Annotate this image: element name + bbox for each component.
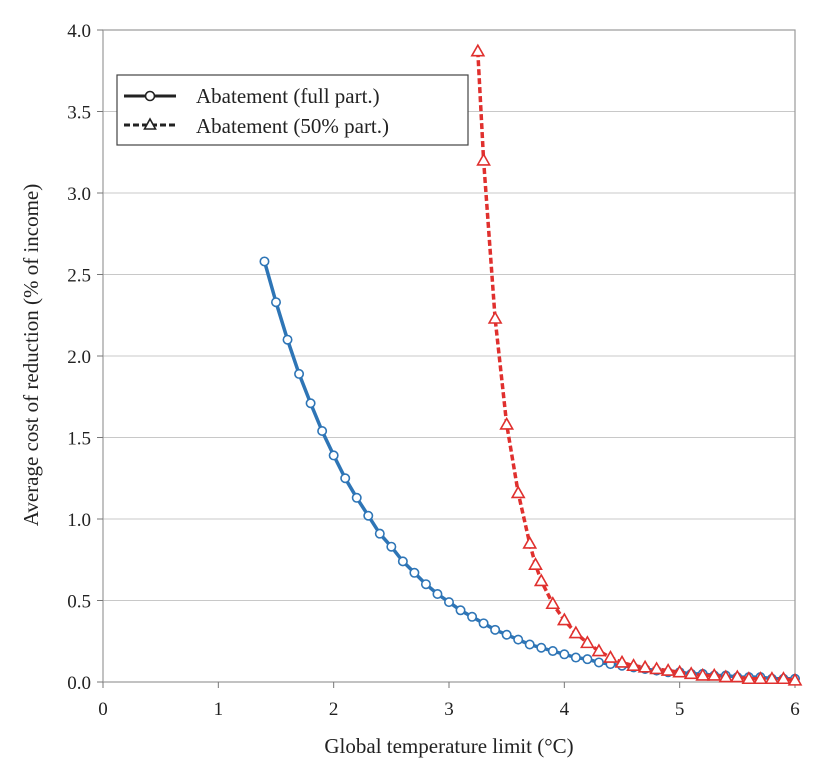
data-point-triangle	[499, 416, 515, 430]
data-point-circle	[340, 473, 351, 484]
data-point-circle	[443, 597, 454, 608]
x-tick-label: 0	[98, 699, 108, 720]
data-point-triangle	[626, 658, 641, 672]
data-point-triangle	[787, 672, 803, 686]
data-point-circle	[570, 652, 581, 663]
x-tick-label: 2	[329, 699, 339, 720]
data-point-circle	[420, 579, 431, 590]
y-axis-title: Average cost of reduction (% of income)	[19, 184, 43, 526]
legend-label-half-part: Abatement (50% part.)	[196, 114, 389, 138]
y-tick-label: 2.5	[67, 266, 91, 287]
data-point-triangle	[706, 667, 722, 681]
data-point-triangle	[510, 485, 526, 499]
y-tick-label: 0.0	[67, 673, 91, 694]
data-point-triangle	[776, 671, 791, 685]
data-point-triangle	[729, 669, 745, 683]
x-tick-label: 5	[675, 699, 685, 720]
data-point-circle	[328, 450, 339, 461]
data-point-triangle	[556, 612, 572, 626]
data-point-triangle	[764, 671, 780, 685]
data-point-circle	[432, 588, 443, 599]
data-point-circle	[305, 398, 316, 409]
y-tick-label: 2.0	[67, 347, 91, 368]
data-point-circle	[524, 639, 535, 650]
y-tick-label: 3.0	[67, 184, 91, 205]
data-point-triangle	[683, 666, 699, 680]
data-point-circle	[270, 297, 281, 308]
y-tick-label: 1.0	[67, 510, 91, 531]
data-point-circle	[409, 567, 420, 578]
data-point-triangle	[660, 662, 676, 676]
data-point-circle	[397, 556, 408, 567]
data-point-triangle	[614, 654, 630, 668]
data-point-triangle	[741, 671, 757, 685]
data-point-circle	[374, 528, 385, 539]
data-point-triangle	[695, 667, 711, 681]
data-point-circle	[259, 256, 270, 267]
legend: Abatement (full part.) Abatement (50% pa…	[116, 74, 469, 146]
data-point-triangle	[522, 535, 538, 549]
y-tick-label: 3.5	[67, 103, 91, 124]
data-point-triangle	[718, 669, 734, 683]
data-point-triangle	[476, 152, 491, 166]
data-point-circle	[455, 605, 466, 616]
legend-label-full-part: Abatement (full part.)	[196, 84, 380, 108]
data-point-circle	[478, 618, 489, 629]
data-point-triangle	[603, 649, 618, 663]
series-2	[470, 43, 803, 686]
x-tick-label: 6	[790, 699, 800, 720]
data-point-triangle	[649, 661, 664, 675]
data-point-circle	[282, 334, 293, 345]
data-point-circle	[559, 649, 570, 660]
legend-box	[116, 74, 469, 146]
data-point-circle	[351, 492, 362, 503]
data-point-circle	[593, 657, 604, 668]
data-point-circle	[467, 611, 478, 622]
data-point-triangle	[545, 596, 561, 610]
x-tick-label: 3	[444, 699, 454, 720]
data-point-circle	[501, 629, 512, 640]
data-point-triangle	[753, 671, 768, 685]
legend-item-half-part: Abatement (50% part.)	[124, 114, 389, 138]
legend-triangle-marker	[143, 117, 157, 130]
data-point-triangle	[591, 643, 607, 657]
data-point-triangle	[487, 310, 503, 324]
y-tick-label: 4.0	[67, 21, 91, 42]
data-point-circle	[386, 541, 397, 552]
y-axis: 0.0 0.5 1.0 1.5 2.0 2.5 3.0 3.5 4.0	[67, 21, 103, 694]
data-point-circle	[294, 368, 305, 379]
data-point-triangle	[533, 573, 549, 587]
data-point-circle	[547, 646, 558, 657]
y-tick-label: 1.5	[67, 429, 91, 450]
data-point-circle	[363, 510, 374, 521]
legend-item-full-part: Abatement (full part.)	[124, 84, 380, 108]
y-tick-label: 0.5	[67, 592, 91, 613]
x-tick-label: 4	[560, 699, 570, 720]
data-point-triangle	[637, 659, 653, 673]
data-point-triangle	[528, 557, 543, 570]
series-layer	[259, 43, 803, 686]
data-point-circle	[536, 642, 547, 653]
series-line	[476, 51, 796, 683]
x-tick-label: 1	[214, 699, 224, 720]
data-point-triangle	[568, 625, 584, 639]
data-point-circle	[490, 624, 501, 635]
data-point-circle	[317, 425, 328, 436]
x-axis-title: Global temperature limit (°C)	[324, 734, 573, 758]
data-point-circle	[582, 654, 593, 665]
data-point-triangle	[672, 664, 688, 678]
data-point-triangle	[580, 635, 595, 649]
data-point-triangle	[470, 43, 486, 57]
x-axis: 0 1 2 3 4 5 6	[98, 682, 800, 720]
data-point-circle	[513, 634, 524, 645]
legend-circle-marker	[144, 90, 156, 102]
